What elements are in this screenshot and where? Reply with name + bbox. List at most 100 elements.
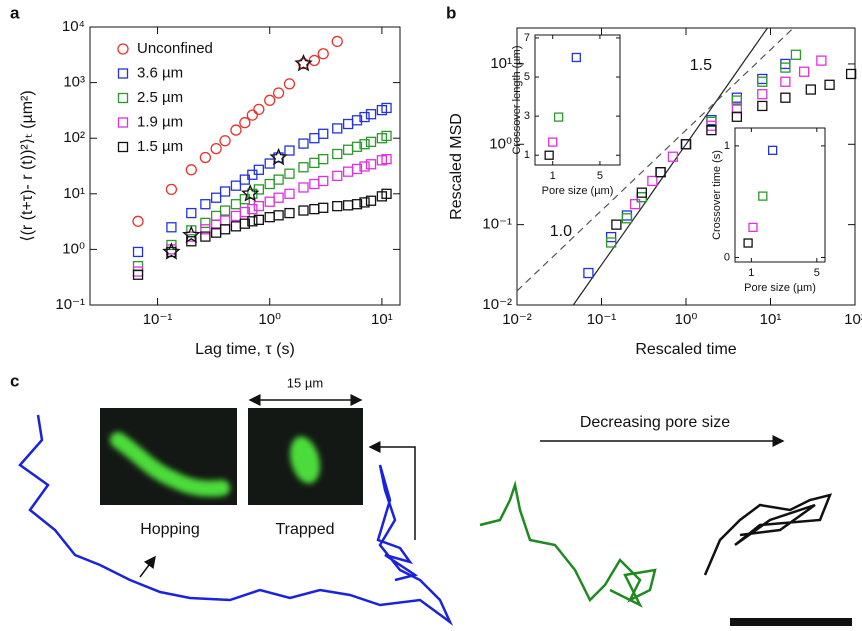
x-axis-label: Lag time, τ (s) xyxy=(195,341,295,358)
image-blob xyxy=(290,436,320,484)
legend-label: 3.6 µm xyxy=(137,64,183,81)
marker xyxy=(553,112,564,122)
marker xyxy=(332,200,343,212)
marker xyxy=(317,48,329,60)
marker xyxy=(748,222,758,233)
marker xyxy=(239,194,250,205)
marker xyxy=(200,199,211,210)
legend-marker xyxy=(117,117,129,128)
crossover-star xyxy=(182,225,201,244)
marker xyxy=(351,199,363,210)
y-axis-label: Crossover length (µm) xyxy=(511,45,523,154)
marker xyxy=(780,58,791,70)
marker xyxy=(381,130,392,142)
marker xyxy=(332,123,343,134)
marker xyxy=(247,203,258,215)
x-tick-label: 10⁰ xyxy=(258,311,281,328)
marker xyxy=(264,94,276,106)
marker xyxy=(571,52,581,63)
legend-label: 1.5 µm xyxy=(137,138,183,155)
legend-marker xyxy=(117,68,129,79)
pointer-arrow xyxy=(368,441,416,540)
reference-label: 1.0 xyxy=(550,223,572,240)
marker xyxy=(757,76,768,87)
marker xyxy=(359,111,370,123)
marker xyxy=(318,128,329,139)
marker xyxy=(298,205,309,216)
reference-line xyxy=(517,28,795,292)
y-tick-label: 10⁻¹ xyxy=(482,216,512,233)
marker xyxy=(165,183,178,196)
marker xyxy=(359,139,370,150)
plot: 10⁻² 10⁻¹ 10⁰ 10¹ 10² 10⁻² 10⁻¹ 10⁰ 10¹ Rescaled … xyxy=(448,27,862,358)
marker xyxy=(731,95,743,106)
image-label: Trapped xyxy=(276,521,335,538)
crossover-star xyxy=(240,184,260,202)
marker xyxy=(798,66,810,77)
marker xyxy=(210,210,222,222)
marker xyxy=(351,141,363,152)
marker xyxy=(298,162,309,173)
marker xyxy=(239,117,251,129)
marker xyxy=(636,187,647,198)
marker xyxy=(230,180,242,191)
marker xyxy=(351,163,363,175)
marker xyxy=(680,139,692,150)
marker xyxy=(264,196,275,207)
marker xyxy=(805,84,816,95)
marker xyxy=(309,203,320,215)
marker xyxy=(309,157,320,169)
y-axis-label: ⟨(r (t+τ)- r (t))²⟩ₜ (µm²) xyxy=(19,90,36,241)
marker xyxy=(365,136,377,147)
y-tick-label: 10⁻² xyxy=(482,296,512,313)
marker xyxy=(743,238,753,248)
marker xyxy=(264,178,275,190)
marker xyxy=(273,210,284,221)
marker xyxy=(298,138,309,149)
x-tick-label: 10¹ xyxy=(760,311,782,328)
image-blob xyxy=(110,432,230,497)
marker xyxy=(318,153,329,165)
x-axis-label: Pore size (µm) xyxy=(744,282,816,294)
marker xyxy=(132,266,144,277)
marker xyxy=(230,221,242,232)
arrow-label: Decreasing pore size xyxy=(580,414,730,431)
marker xyxy=(273,192,284,203)
marker xyxy=(132,260,144,272)
marker xyxy=(605,231,617,243)
marker xyxy=(200,231,211,242)
marker xyxy=(132,215,144,227)
y-tick-label: 3 xyxy=(524,110,530,122)
marker xyxy=(318,202,329,213)
marker xyxy=(824,79,835,90)
marker xyxy=(359,197,370,208)
marker xyxy=(253,214,264,225)
marker xyxy=(381,153,392,165)
marker xyxy=(365,109,377,120)
marker xyxy=(757,89,768,100)
panel-label: c xyxy=(10,371,19,390)
marker xyxy=(381,102,392,114)
marker xyxy=(309,133,320,144)
marker xyxy=(264,158,275,169)
marker xyxy=(816,55,827,66)
marker xyxy=(342,144,354,155)
marker xyxy=(731,92,743,103)
y-tick-label: 1 xyxy=(724,140,730,152)
marker xyxy=(219,205,231,216)
marker xyxy=(239,206,250,218)
scale-label: 15 µm xyxy=(287,375,323,390)
x-tick-label: 5 xyxy=(814,267,820,279)
trajectory-green xyxy=(479,480,657,608)
marker xyxy=(318,175,329,187)
marker xyxy=(706,124,717,136)
marker xyxy=(219,186,231,197)
y-tick-label: 10⁻¹ xyxy=(55,296,85,313)
marker xyxy=(605,237,617,248)
marker xyxy=(253,103,265,116)
marker xyxy=(186,207,197,219)
marker xyxy=(629,198,641,210)
marker xyxy=(647,175,658,187)
marker xyxy=(200,217,211,229)
